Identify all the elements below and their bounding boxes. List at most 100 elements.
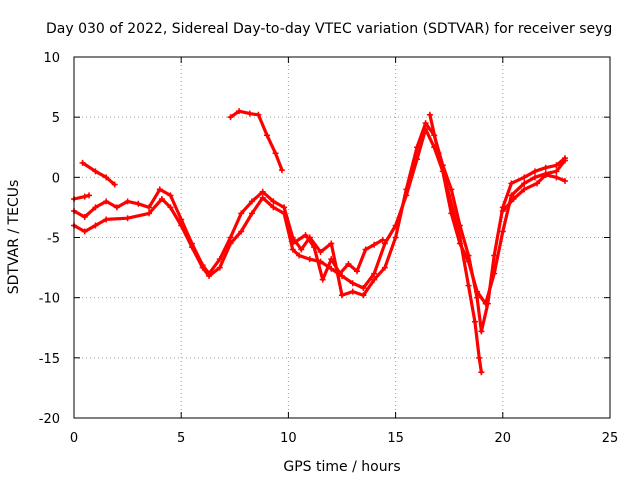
series-track-a (71, 126, 568, 307)
x-tick-label: 15 (387, 431, 404, 446)
data-point-marker (206, 270, 213, 277)
series-line (81, 161, 117, 187)
data-point-marker (362, 246, 369, 253)
y-tick-label: 5 (52, 111, 60, 126)
data-point-marker (499, 228, 506, 235)
data-point-marker (238, 210, 245, 217)
data-point-marker (92, 204, 99, 211)
data-point-marker (248, 210, 255, 217)
data-point-marker (474, 294, 481, 301)
data-point-marker (381, 264, 388, 271)
series-line (72, 121, 567, 333)
series-track-h (499, 171, 568, 215)
data-point-marker (146, 210, 153, 217)
data-point-marker (328, 265, 335, 272)
data-point-marker (478, 369, 485, 376)
series-track-g (289, 232, 386, 283)
data-point-marker (339, 292, 345, 299)
data-point-marker (124, 198, 131, 205)
data-point-marker (422, 120, 429, 127)
data-point-marker (456, 234, 463, 241)
data-point-marker (553, 162, 560, 169)
data-point-marker (92, 222, 99, 229)
data-point-marker (317, 248, 324, 255)
y-tick-label: -15 (39, 352, 60, 367)
data-point-marker (328, 240, 335, 247)
x-tick-label: 10 (280, 431, 297, 446)
data-point-marker (531, 174, 538, 181)
data-point-marker (371, 270, 378, 277)
data-point-marker (349, 288, 356, 295)
data-point-marker (81, 193, 88, 200)
data-point-marker (289, 240, 296, 247)
data-point-marker (255, 111, 262, 118)
data-point-marker (484, 300, 491, 307)
data-point-marker (167, 192, 174, 199)
data-point-marker (478, 328, 485, 335)
data-point-marker (553, 168, 560, 175)
data-point-marker (336, 270, 343, 277)
data-point-marker (448, 186, 455, 193)
data-point-marker (508, 180, 515, 187)
data-point-marker (360, 285, 367, 292)
data-point-marker (178, 216, 185, 223)
data-point-marker (92, 168, 99, 175)
data-point-marker (270, 204, 277, 211)
axis-ticks: 0 5 10 15 20 25 -20 -15 -10 -5 0 5 10 (39, 51, 619, 446)
series-track-f (426, 111, 485, 376)
data-point-marker (86, 192, 93, 199)
data-point-marker (281, 204, 288, 211)
y-axis-label: SDTVAR / TECUs (6, 180, 22, 295)
data-point-marker (371, 241, 378, 248)
data-point-marker (392, 234, 399, 241)
data-point-marker (156, 186, 163, 193)
y-tick-label: -10 (39, 292, 60, 307)
data-point-marker (298, 246, 305, 253)
data-point-marker (360, 292, 367, 299)
data-point-marker (289, 234, 296, 241)
x-tick-label: 5 (177, 431, 185, 446)
data-point-marker (227, 114, 234, 121)
data-point-marker (238, 228, 245, 235)
series-line (428, 113, 483, 374)
data-point-marker (246, 110, 253, 117)
data-point-marker (319, 276, 326, 283)
x-tick-label: 25 (602, 431, 619, 446)
data-point-marker (426, 111, 433, 118)
data-point-marker (259, 194, 266, 201)
x-tick-label: 20 (495, 431, 512, 446)
data-point-marker (476, 354, 483, 361)
data-point-marker (146, 204, 153, 211)
y-tick-label: 10 (43, 51, 60, 66)
data-series (71, 108, 568, 376)
data-point-marker (199, 262, 206, 269)
data-point-marker (81, 214, 88, 221)
data-point-marker (216, 256, 223, 263)
data-point-marker (216, 264, 223, 271)
data-point-marker (521, 180, 528, 187)
data-point-marker (561, 155, 568, 162)
x-axis-label: GPS time / hours (283, 459, 400, 475)
data-point-marker (435, 150, 442, 157)
data-point-marker (167, 204, 174, 211)
plot-frame (73, 56, 611, 419)
data-point-marker (135, 200, 142, 207)
data-point-marker (302, 232, 309, 239)
data-point-marker (349, 280, 356, 287)
data-point-marker (259, 188, 266, 195)
x-tick-label: 0 (70, 431, 78, 446)
chart-title: Day 030 of 2022, Sidereal Day-to-day VTE… (46, 21, 612, 37)
data-point-marker (508, 192, 515, 199)
data-point-marker (354, 268, 361, 275)
data-point-marker (111, 181, 118, 188)
data-point-marker (227, 234, 234, 241)
data-point-marker (263, 132, 270, 139)
data-point-marker (311, 244, 318, 251)
y-tick-label: -5 (47, 232, 60, 247)
data-point-marker (236, 108, 243, 115)
data-point-marker (521, 186, 528, 193)
data-point-marker (510, 195, 517, 202)
series-track-c (79, 159, 118, 188)
data-point-marker (465, 252, 472, 259)
data-point-marker (499, 208, 506, 215)
